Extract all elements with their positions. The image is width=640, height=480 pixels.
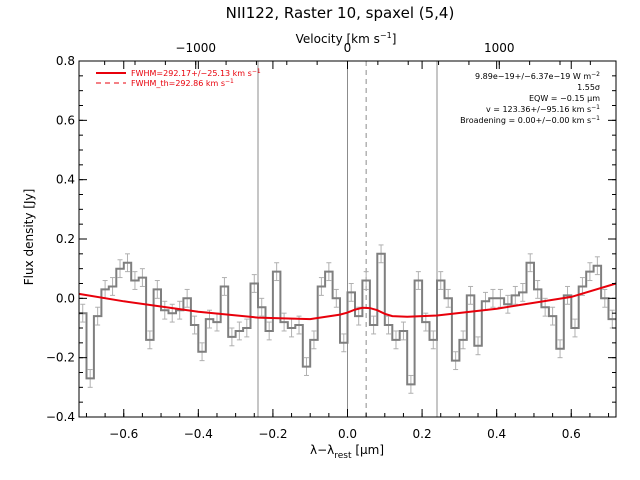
legend-label: FWHM_th=292.86 km s−1 [131, 78, 234, 88]
x-tick-label: 0.0 [338, 427, 357, 441]
y-tick-label: 0.2 [56, 232, 75, 246]
fit-annotation: 1.55σ [577, 83, 600, 92]
legend-label: FWHM=292.17+/−25.13 km s−1 [131, 68, 261, 78]
y-tick-label: −0.2 [46, 351, 75, 365]
y-tick-label: 0.4 [56, 173, 75, 187]
fit-annotation: v = 123.36+/−95.16 km s−1 [486, 104, 600, 114]
fit-annotation: EQW = −0.15 μm [529, 94, 600, 103]
velocity-tick-label: 1000 [484, 41, 515, 55]
x-tick-label: −0.4 [184, 427, 213, 441]
x-tick-label: 0.2 [413, 427, 432, 441]
x-tick-label: 0.6 [562, 427, 581, 441]
fit-model-series [78, 282, 617, 321]
fit-annotation: 9.89e−19+/−6.37e−19 W m−2 [475, 71, 600, 81]
y-tick-label: 0.8 [56, 54, 75, 68]
fit-annotation: Broadening = 0.00+/−0.00 km s−1 [460, 115, 600, 125]
x-tick-label: −0.6 [109, 427, 138, 441]
x-tick-label: −0.2 [258, 427, 287, 441]
x-axis-label: λ−λrest [μm] [310, 443, 384, 461]
y-tick-label: 0.6 [56, 113, 75, 127]
y-axis-label: Flux density [Jy] [22, 189, 36, 286]
top-axis-label: Velocity [km s−1] [296, 31, 397, 46]
velocity-tick-label: 0 [344, 41, 352, 55]
x-tick-label: 0.4 [487, 427, 506, 441]
y-tick-label: 0.0 [56, 291, 75, 305]
spectrum-step-series [79, 252, 616, 386]
velocity-tick-label: −1000 [175, 41, 216, 55]
y-tick-label: −0.4 [46, 410, 75, 424]
chart-title: NII122, Raster 10, spaxel (5,4) [226, 4, 455, 22]
